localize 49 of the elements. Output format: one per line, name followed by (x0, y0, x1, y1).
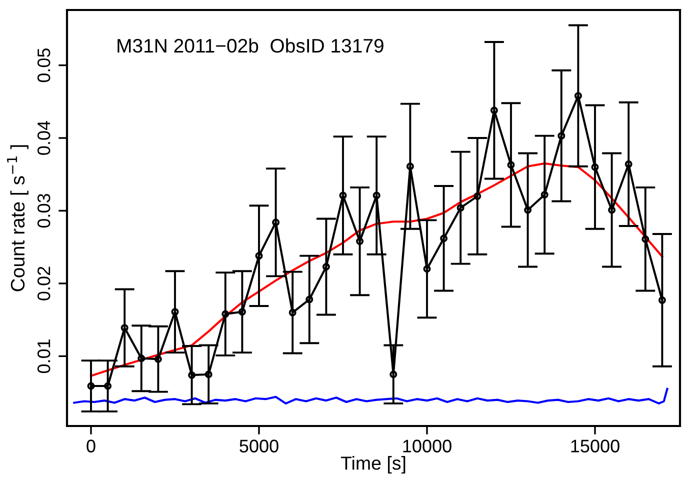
point (507, 161, 515, 169)
point (272, 218, 280, 226)
point (423, 265, 431, 273)
y-tick-label: 0.04 (37, 120, 50, 155)
x-tick-label: 15000 (571, 440, 620, 452)
line-series (73, 388, 668, 404)
point (171, 308, 179, 316)
y-tick-label: 0.05 (37, 48, 50, 82)
point (406, 162, 414, 170)
y-tick-label: 0.03 (37, 194, 50, 228)
point (339, 192, 347, 200)
point (608, 206, 616, 214)
point (558, 132, 566, 140)
x-tick-label: 10000 (403, 440, 452, 452)
point (642, 235, 650, 243)
point (154, 355, 162, 363)
y-tick-label: 0.02 (37, 266, 50, 300)
point (238, 308, 246, 316)
point (474, 192, 482, 200)
x-tick-label: 0 (86, 440, 96, 452)
point (288, 308, 296, 316)
point (87, 382, 95, 390)
point (322, 262, 330, 270)
point (372, 192, 380, 200)
annotation: M31N 2011−02b ObsID 13179 (118, 38, 384, 53)
y-axis-title: Count rate [ s$^{−1}$ ] (7, 145, 28, 292)
point (104, 382, 112, 390)
point (138, 354, 146, 362)
point (188, 371, 196, 379)
point (306, 296, 314, 304)
y-tick-label: 0.01 (37, 339, 50, 374)
point (624, 160, 632, 168)
point (540, 190, 548, 198)
point (658, 296, 666, 304)
point (524, 206, 532, 214)
point (440, 234, 448, 242)
point (222, 310, 230, 318)
x-axis-title: Time [s] (340, 456, 406, 474)
line-series (90, 162, 664, 377)
point (591, 163, 599, 171)
point (574, 92, 582, 100)
point (204, 370, 212, 378)
point (490, 106, 498, 114)
point (356, 238, 364, 246)
point (456, 204, 464, 212)
point (120, 324, 128, 332)
point (390, 370, 398, 378)
point (255, 252, 263, 260)
x-tick-label: 5000 (240, 440, 278, 452)
